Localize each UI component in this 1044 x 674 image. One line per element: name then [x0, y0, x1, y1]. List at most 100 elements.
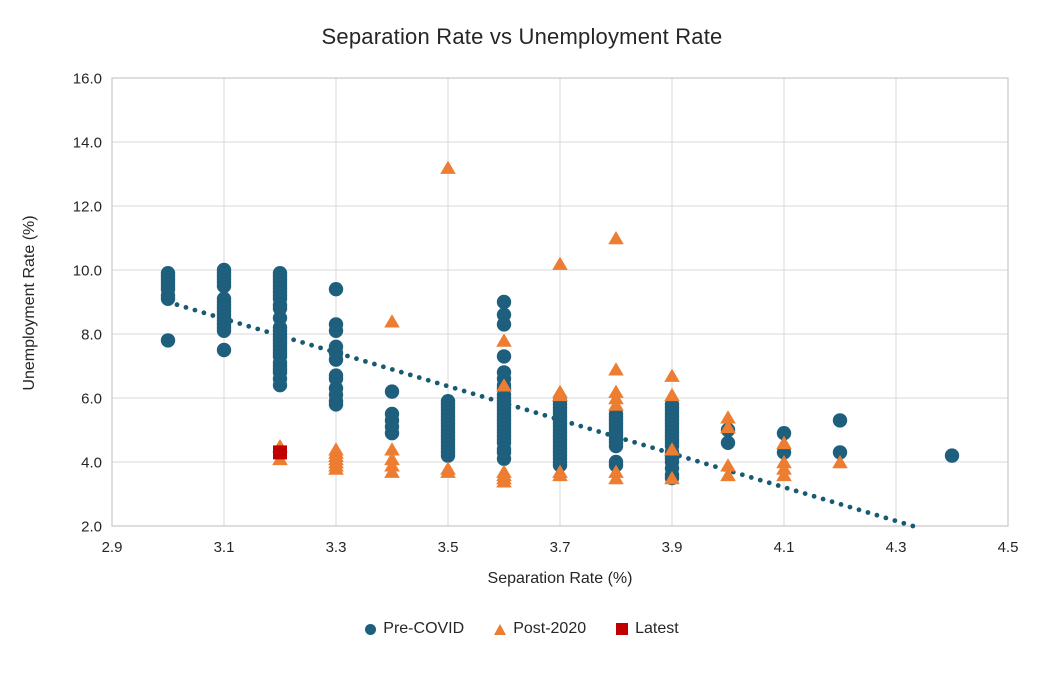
- data-point-post-2020: [720, 410, 736, 424]
- trendline-dot: [793, 488, 799, 494]
- trendline-dot: [389, 367, 395, 372]
- trendline-dot: [345, 353, 350, 359]
- x-tick-label: 2.9: [102, 539, 123, 556]
- trendline-dot: [883, 515, 889, 521]
- data-point-pre-covid: [328, 323, 344, 338]
- legend: Pre-COVID Post-2020 Latest: [0, 620, 1044, 638]
- trendline-dot: [264, 329, 270, 335]
- data-point-post-2020: [552, 467, 568, 482]
- trendline-dot: [201, 310, 207, 316]
- legend-label: Pre-COVID: [383, 620, 465, 637]
- trendline-dot: [309, 342, 314, 348]
- trendline-dot: [596, 429, 602, 434]
- trendline-dot: [686, 456, 691, 461]
- trendline-dot: [407, 372, 413, 378]
- trendline-dot: [784, 485, 790, 491]
- trendline-dot: [802, 491, 808, 497]
- data-point-pre-covid: [216, 323, 232, 338]
- trendline-dot: [811, 493, 817, 499]
- x-tick-label: 3.9: [662, 539, 683, 556]
- data-point-pre-covid: [496, 294, 512, 310]
- trendline-dot: [210, 313, 216, 318]
- legend-item-latest: Latest: [616, 620, 679, 638]
- data-point-pre-covid: [496, 317, 512, 332]
- data-point-latest: [273, 445, 287, 460]
- y-tick-label: 14.0: [73, 134, 102, 151]
- data-point-post-2020: [776, 435, 792, 450]
- trendline-dot: [237, 321, 243, 326]
- y-tick-label: 4.0: [81, 454, 102, 471]
- trendline-dot: [632, 439, 638, 445]
- legend-marker-circle-icon: [365, 623, 377, 635]
- data-point-pre-covid: [216, 342, 232, 358]
- trendline-dot: [659, 448, 664, 453]
- trendline-dot: [174, 302, 180, 308]
- data-point-pre-covid: [496, 451, 512, 466]
- trendline-dot: [354, 356, 359, 362]
- trendline-dot: [739, 472, 745, 478]
- trendline-dot: [479, 394, 485, 399]
- trendline-dot: [470, 391, 476, 397]
- x-tick-label: 4.1: [774, 539, 795, 556]
- legend-marker-square-icon: [616, 623, 629, 635]
- data-point-post-2020: [720, 419, 736, 434]
- trendline-dot: [318, 345, 323, 351]
- x-tick-label: 3.3: [326, 539, 347, 556]
- trendline-dot: [695, 458, 700, 464]
- y-axis-title: Unemployment Rate (%): [21, 215, 38, 391]
- trendline-dot: [569, 421, 575, 426]
- trendline-dot: [461, 388, 467, 394]
- trendline-dot: [488, 396, 494, 402]
- y-tick-label: 10.0: [73, 262, 102, 279]
- trendline-dot: [820, 496, 826, 502]
- data-point-post-2020: [832, 455, 848, 469]
- data-point-pre-covid: [944, 448, 960, 463]
- data-point-post-2020: [664, 368, 680, 382]
- legend-item-post-2020: Post-2020: [494, 620, 586, 638]
- trendline-dot: [363, 358, 368, 364]
- trendline-dot: [748, 475, 754, 480]
- data-point-pre-covid: [496, 349, 512, 364]
- trendline-dot: [524, 407, 530, 413]
- data-point-pre-covid: [608, 438, 624, 454]
- data-point-post-2020: [384, 442, 400, 456]
- trendline-dot: [183, 304, 189, 310]
- trendline-dot: [416, 375, 422, 380]
- data-point-pre-covid: [776, 426, 792, 441]
- trendline-dot: [704, 461, 709, 467]
- trendline-dot: [452, 385, 458, 391]
- data-point-post-2020: [608, 362, 624, 376]
- trendline-dot: [712, 464, 718, 470]
- trendline-dot: [757, 477, 763, 483]
- data-point-pre-covid: [832, 445, 848, 460]
- trendline-dot: [892, 518, 898, 524]
- trendline-dot: [623, 437, 629, 443]
- plot-border: [111, 77, 1009, 527]
- data-point-pre-covid: [328, 352, 344, 367]
- data-point-post-2020: [664, 387, 680, 402]
- data-point-pre-covid: [384, 426, 400, 441]
- trendline-dot: [910, 523, 916, 529]
- data-point-pre-covid: [832, 413, 848, 428]
- data-point-post-2020: [608, 471, 624, 485]
- data-point-post-2020: [440, 464, 456, 478]
- data-point-post-2020: [496, 333, 512, 347]
- y-tick-label: 16.0: [73, 70, 102, 87]
- data-point-post-2020: [496, 474, 512, 488]
- trendline-dot: [641, 442, 646, 448]
- trendline-dot: [874, 512, 880, 518]
- x-tick-label: 3.7: [550, 539, 571, 556]
- x-tick-label: 3.5: [438, 539, 459, 556]
- trendline-dot: [838, 502, 844, 507]
- trendline-dot: [578, 423, 584, 429]
- data-point-pre-covid: [160, 333, 176, 348]
- y-tick-label: 8.0: [81, 326, 102, 343]
- trendline-dot: [246, 323, 252, 329]
- data-point-post-2020: [384, 464, 400, 478]
- trendline-dot: [425, 377, 431, 383]
- trendline-dot: [901, 520, 907, 526]
- trendline-dot: [650, 445, 655, 451]
- trendline-dot: [255, 326, 261, 332]
- trendline-dot: [775, 483, 781, 488]
